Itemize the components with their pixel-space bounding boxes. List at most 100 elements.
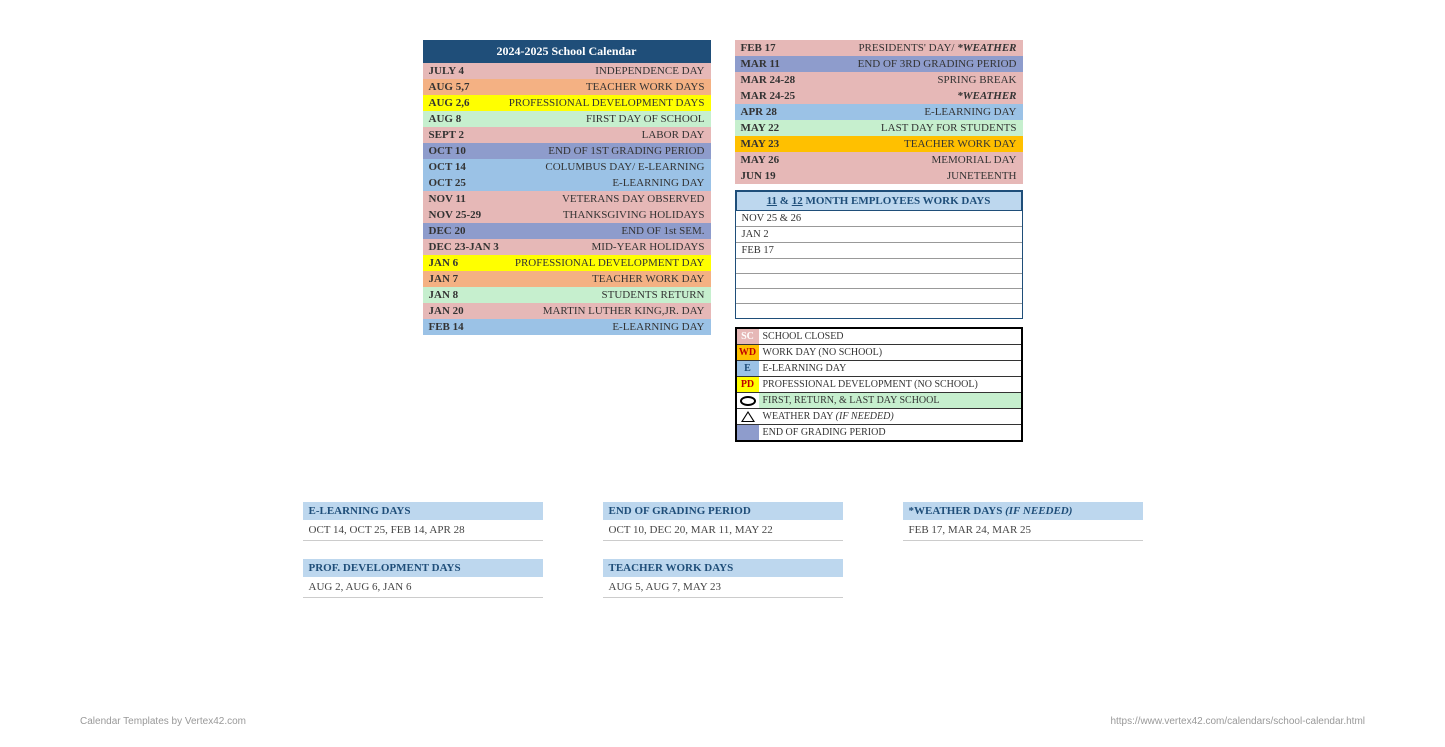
- footer-right: https://www.vertex42.com/calendars/schoo…: [1110, 716, 1365, 727]
- employee-work-row: [736, 303, 1022, 318]
- event-date: MAR 24-25: [741, 90, 796, 102]
- event-date: JAN 8: [429, 289, 459, 301]
- event-date: APR 28: [741, 106, 777, 118]
- event-date: MAR 11: [741, 58, 780, 70]
- event-date: FEB 14: [429, 321, 464, 333]
- legend-text: FIRST, RETURN, & LAST DAY SCHOOL: [759, 393, 1021, 408]
- event-desc: FIRST DAY OF SCHOOL: [586, 113, 705, 125]
- event-row: JUN 19 JUNETEENTH: [735, 168, 1023, 184]
- emp-11: 11: [767, 195, 777, 207]
- calendar-right-column: FEB 17PRESIDENTS' DAY/ *WEATHERMAR 11END…: [735, 40, 1023, 442]
- summary-body: OCT 14, OCT 25, FEB 14, APR 28: [303, 520, 543, 541]
- event-desc: TEACHER WORK DAY: [592, 273, 704, 285]
- event-desc: PRESIDENTS' DAY/ *WEATHER: [858, 42, 1016, 54]
- event-desc: END OF 1st SEM.: [621, 225, 704, 237]
- event-row: MAR 24-28 SPRING BREAK: [735, 72, 1023, 88]
- employee-header: 11 & 12 MONTH EMPLOYEES WORK DAYS: [736, 191, 1022, 211]
- event-date: OCT 14: [429, 161, 466, 173]
- event-row: MAY 23 TEACHER WORK DAY: [735, 136, 1023, 152]
- legend-text: WORK DAY (NO SCHOOL): [759, 345, 1021, 360]
- event-row: MAY 22 LAST DAY FOR STUDENTS: [735, 120, 1023, 136]
- bottom-col-2: END OF GRADING PERIODOCT 10, DEC 20, MAR…: [603, 502, 843, 616]
- employee-work-row: [736, 273, 1022, 288]
- event-desc: THANKSGIVING HOLIDAYS: [563, 209, 705, 221]
- employee-work-days-box: 11 & 12 MONTH EMPLOYEES WORK DAYS NOV 25…: [735, 190, 1023, 319]
- legend-text: END OF GRADING PERIOD: [759, 425, 1021, 440]
- legend-row: WEATHER DAY (IF NEEDED): [737, 409, 1021, 425]
- legend-code: PD: [737, 377, 759, 392]
- event-row: JAN 7 TEACHER WORK DAY: [423, 271, 711, 287]
- summary-body: AUG 2, AUG 6, JAN 6: [303, 577, 543, 598]
- legend-text: SCHOOL CLOSED: [759, 329, 1021, 344]
- event-desc: MARTIN LUTHER KING,JR. DAY: [543, 305, 705, 317]
- event-desc: LAST DAY FOR STUDENTS: [881, 122, 1017, 134]
- event-date: DEC 20: [429, 225, 466, 237]
- legend-row: WDWORK DAY (NO SCHOOL): [737, 345, 1021, 361]
- legend-text: WEATHER DAY (IF NEEDED): [759, 409, 1021, 424]
- event-desc: LABOR DAY: [642, 129, 705, 141]
- summary-body: OCT 10, DEC 20, MAR 11, MAY 22: [603, 520, 843, 541]
- event-date: JUN 19: [741, 170, 776, 182]
- summary-header: TEACHER WORK DAYS: [603, 559, 843, 577]
- event-row: JULY 4INDEPENDENCE DAY: [423, 63, 711, 79]
- legend-row: FIRST, RETURN, & LAST DAY SCHOOL: [737, 393, 1021, 409]
- summary-body: AUG 5, AUG 7, MAY 23: [603, 577, 843, 598]
- event-desc: TEACHER WORK DAYS: [586, 81, 705, 93]
- event-desc: SPRING BREAK: [937, 74, 1016, 86]
- event-date: NOV 25-29: [429, 209, 482, 221]
- event-row: JAN 8STUDENTS RETURN: [423, 287, 711, 303]
- event-date: JAN 6: [429, 257, 459, 269]
- event-row: AUG 2,6 PROFESSIONAL DEVELOPMENT DAYS: [423, 95, 711, 111]
- event-row: SEPT 2LABOR DAY: [423, 127, 711, 143]
- summary-header: PROF. DEVELOPMENT DAYS: [303, 559, 543, 577]
- event-date: MAY 22: [741, 122, 780, 134]
- event-date: MAY 23: [741, 138, 780, 150]
- event-desc: END OF 1ST GRADING PERIOD: [548, 145, 704, 157]
- legend-row: EE-LEARNING DAY: [737, 361, 1021, 377]
- summary-header: E-LEARNING DAYS: [303, 502, 543, 520]
- event-date: AUG 8: [429, 113, 462, 125]
- legend-code: E: [737, 361, 759, 376]
- employee-work-row: NOV 25 & 26: [736, 211, 1022, 226]
- event-date: AUG 2,6: [429, 97, 470, 109]
- legend-code: [737, 393, 759, 408]
- legend-row: SCSCHOOL CLOSED: [737, 329, 1021, 345]
- bottom-col-3: *WEATHER DAYS (IF NEEDED)FEB 17, MAR 24,…: [903, 502, 1143, 616]
- event-date: JULY 4: [429, 65, 465, 77]
- event-row: AUG 5,7 TEACHER WORK DAYS: [423, 79, 711, 95]
- event-desc: PROFESSIONAL DEVELOPMENT DAYS: [509, 97, 705, 109]
- event-desc: TEACHER WORK DAY: [904, 138, 1016, 150]
- event-date: NOV 11: [429, 193, 466, 205]
- event-date: MAR 24-28: [741, 74, 796, 86]
- employee-work-row: [736, 258, 1022, 273]
- event-row: JAN 6PROFESSIONAL DEVELOPMENT DAY: [423, 255, 711, 271]
- footer: Calendar Templates by Vertex42.com https…: [0, 696, 1445, 747]
- event-date: JAN 20: [429, 305, 464, 317]
- legend-text: PROFESSIONAL DEVELOPMENT (NO SCHOOL): [759, 377, 1021, 392]
- event-desc: E-LEARNING DAY: [612, 321, 704, 333]
- employee-work-row: FEB 17: [736, 242, 1022, 258]
- event-row: NOV 11VETERANS DAY OBSERVED: [423, 191, 711, 207]
- event-row: APR 28 E-LEARNING DAY: [735, 104, 1023, 120]
- legend-code: WD: [737, 345, 759, 360]
- event-desc: JUNETEENTH: [947, 170, 1017, 182]
- legend-text: E-LEARNING DAY: [759, 361, 1021, 376]
- employee-work-row: [736, 288, 1022, 303]
- event-row: MAR 24-25 *WEATHER: [735, 88, 1023, 104]
- event-desc: MID-YEAR HOLIDAYS: [592, 241, 705, 253]
- event-row: OCT 14COLUMBUS DAY/ E-LEARNING: [423, 159, 711, 175]
- event-desc: MEMORIAL DAY: [931, 154, 1016, 166]
- event-desc: E-LEARNING DAY: [924, 106, 1016, 118]
- legend-row: END OF GRADING PERIOD: [737, 425, 1021, 440]
- event-row: MAR 11END OF 3RD GRADING PERIOD: [735, 56, 1023, 72]
- event-date: OCT 25: [429, 177, 466, 189]
- event-date: AUG 5,7: [429, 81, 470, 93]
- event-row: OCT 25E-LEARNING DAY: [423, 175, 711, 191]
- event-row: NOV 25-29 THANKSGIVING HOLIDAYS: [423, 207, 711, 223]
- event-date: JAN 7: [429, 273, 459, 285]
- summary-block: E-LEARNING DAYSOCT 14, OCT 25, FEB 14, A…: [303, 502, 543, 541]
- event-row: AUG 8 FIRST DAY OF SCHOOL: [423, 111, 711, 127]
- calendar-left-column: 2024-2025 School Calendar JULY 4INDEPEND…: [423, 40, 711, 442]
- legend-box: SCSCHOOL CLOSEDWDWORK DAY (NO SCHOOL)EE-…: [735, 327, 1023, 442]
- event-desc: *WEATHER: [957, 90, 1016, 102]
